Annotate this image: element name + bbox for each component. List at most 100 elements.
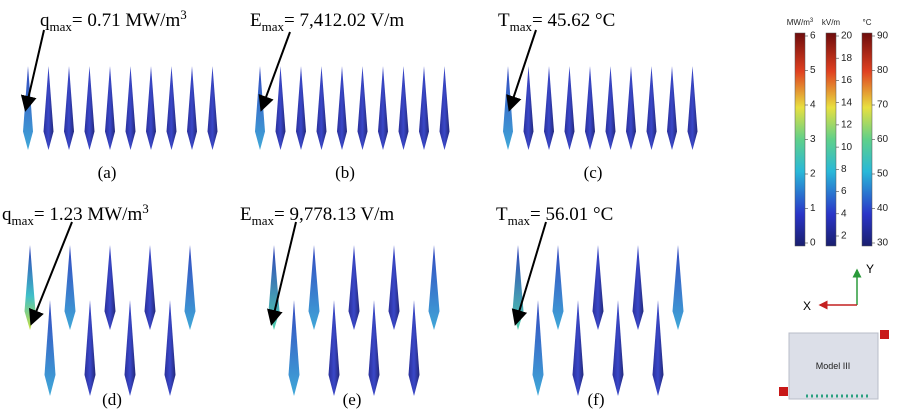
colorbar-tick-label: 2 — [841, 231, 847, 242]
symbol: E — [240, 204, 252, 225]
annotation: qmax= 0.71 MW/m3 — [40, 7, 187, 34]
colorbar-unit: kV/m — [822, 18, 841, 27]
colorbar-tick-label: 6 — [810, 31, 816, 42]
needle — [503, 66, 513, 150]
colorbar-tick-label: 12 — [841, 120, 853, 131]
caption: (d) — [102, 390, 122, 409]
needle — [23, 66, 33, 150]
needle — [64, 66, 74, 150]
unit-superscript: 3 — [810, 18, 814, 24]
needle — [429, 245, 440, 330]
y-axis-label: Y — [866, 262, 874, 276]
symbol: T — [498, 10, 510, 31]
subscript: max — [50, 19, 73, 34]
needle — [276, 66, 286, 150]
annotation: Tmax= 45.62 °C — [498, 10, 615, 34]
needle — [606, 66, 616, 150]
subscript: max — [262, 19, 285, 34]
needle — [65, 245, 76, 330]
needle — [544, 66, 554, 150]
needle — [553, 245, 564, 330]
superscript: 3 — [142, 201, 149, 216]
needle — [208, 66, 218, 150]
needle — [399, 66, 409, 150]
needle — [440, 66, 450, 150]
value: = 7,412.02 V/m — [284, 10, 404, 31]
subscript: max — [510, 19, 533, 34]
colorbar-tick-label: 14 — [841, 97, 853, 108]
needle — [409, 300, 420, 396]
value: = 1.23 MW/m — [34, 204, 143, 225]
needle — [688, 66, 698, 150]
colorbars: MW/m30123456kV/m2468101214161820°C304050… — [787, 18, 889, 249]
annotation: Tmax= 56.01 °C — [496, 204, 613, 228]
needle — [317, 66, 327, 150]
colorbar-tick-label: 5 — [810, 65, 816, 76]
needle — [85, 300, 96, 396]
subscript: max — [508, 213, 531, 228]
model-label: Model III — [816, 361, 851, 371]
needle — [309, 245, 320, 330]
colorbar-tick-label: 1 — [810, 203, 816, 214]
needle — [633, 245, 644, 330]
needle — [255, 66, 265, 150]
colorbar-tick-label: 50 — [877, 169, 889, 180]
subscript: max — [252, 213, 275, 228]
annotation: Emax= 7,412.02 V/m — [250, 10, 404, 34]
needle — [389, 245, 400, 330]
colorbar-tick-label: 30 — [877, 238, 889, 249]
value: = 45.62 °C — [532, 10, 615, 31]
annotation: Emax= 9,778.13 V/m — [240, 204, 394, 228]
caption: (c) — [584, 163, 603, 182]
needle — [105, 66, 115, 150]
needle — [667, 66, 677, 150]
unit: MW/m — [787, 18, 810, 27]
arrow — [26, 30, 44, 108]
needle — [585, 66, 595, 150]
needle — [533, 300, 544, 396]
needle — [673, 245, 684, 330]
needle — [165, 300, 176, 396]
colorbar — [795, 33, 805, 246]
needles — [23, 66, 698, 396]
needle — [125, 300, 136, 396]
colorbar-tick-label: 70 — [877, 100, 889, 111]
colorbar-tick-label: 20 — [841, 31, 853, 42]
colorbar-tick-label: 4 — [810, 100, 816, 111]
colorbar-tick-label: 6 — [841, 186, 847, 197]
symbol: T — [496, 204, 508, 225]
value: = 56.01 °C — [530, 204, 613, 225]
symbol: q — [40, 10, 50, 31]
colorbar-tick-label: 2 — [810, 169, 816, 180]
caption: (b) — [335, 163, 355, 182]
subscript: max — [12, 213, 35, 228]
needle — [349, 245, 360, 330]
caption: (a) — [98, 163, 117, 182]
value: = 9,778.13 V/m — [274, 204, 394, 225]
colorbar-tick-label: 90 — [877, 31, 889, 42]
needle — [44, 66, 54, 150]
colorbar-tick-label: 3 — [810, 134, 816, 145]
needle — [358, 66, 368, 150]
colorbar-tick-label: 10 — [841, 142, 853, 153]
electrode — [779, 387, 788, 396]
needle — [565, 66, 575, 150]
colorbar-tick-label: 4 — [841, 208, 847, 219]
colorbar-unit: MW/m3 — [787, 18, 814, 27]
colorbar-tick-label: 0 — [810, 238, 816, 249]
needle — [653, 300, 664, 396]
annotation: qmax= 1.23 MW/m3 — [2, 201, 149, 228]
needle — [573, 300, 584, 396]
symbol: E — [250, 10, 262, 31]
needle — [613, 300, 624, 396]
needle — [647, 66, 657, 150]
needle — [369, 300, 380, 396]
colorbar-tick-label: 8 — [841, 164, 847, 175]
colorbar-tick-label: 16 — [841, 75, 853, 86]
electrode — [880, 330, 889, 339]
needle — [187, 66, 197, 150]
colorbar-tick-label: 80 — [877, 65, 889, 76]
needle — [289, 300, 300, 396]
symbol: q — [2, 204, 12, 225]
needle — [329, 300, 340, 396]
